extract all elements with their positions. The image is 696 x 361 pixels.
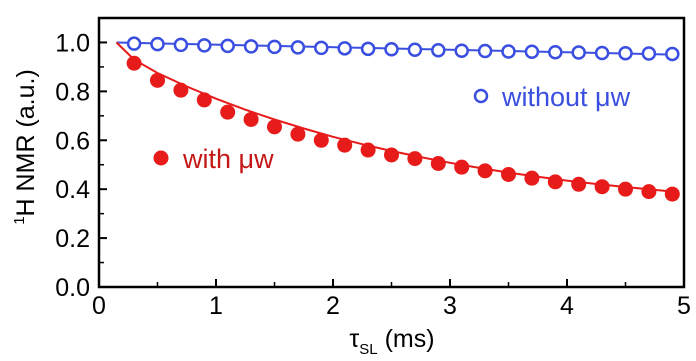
point-with-uw-22 bbox=[641, 184, 657, 200]
x-tick-label-3: 3 bbox=[443, 292, 457, 320]
point-with-uw-1 bbox=[150, 72, 165, 88]
point-with-uw-5 bbox=[243, 111, 259, 127]
data-points bbox=[126, 36, 680, 202]
point-with-uw-17 bbox=[524, 170, 540, 186]
point-without-uw-22 bbox=[641, 46, 657, 61]
x-axis-label-symbol: τ bbox=[349, 325, 359, 353]
legend-marker-without-uw bbox=[473, 88, 489, 104]
point-with-uw-13 bbox=[430, 156, 446, 172]
y-axis-label: 1H NMR (a.u.) bbox=[11, 69, 40, 225]
y-tick-label-4: 0.8 bbox=[55, 78, 90, 106]
y-tick-label-3: 0.6 bbox=[55, 127, 90, 155]
point-without-uw-3 bbox=[197, 38, 212, 53]
legend-label-with-uw: with μw bbox=[182, 144, 274, 174]
legend-label-without-uw: without μw bbox=[501, 82, 631, 112]
point-without-uw-14 bbox=[454, 43, 469, 59]
point-with-uw-2 bbox=[173, 82, 189, 98]
point-with-uw-15 bbox=[477, 163, 493, 179]
point-without-uw-15 bbox=[477, 43, 493, 59]
point-without-uw-7 bbox=[290, 40, 306, 55]
point-without-uw-21 bbox=[618, 45, 633, 61]
x-axis-label: τSL (ms) bbox=[349, 325, 434, 358]
y-axis-label-text: H NMR (a.u.) bbox=[12, 69, 40, 216]
y-tick-label-1: 0.2 bbox=[55, 225, 90, 253]
point-with-uw-23 bbox=[664, 186, 680, 202]
point-without-uw-4 bbox=[220, 38, 235, 54]
point-without-uw-20 bbox=[594, 45, 610, 61]
point-with-uw-12 bbox=[407, 151, 423, 167]
point-without-uw-18 bbox=[548, 44, 563, 60]
point-without-uw-13 bbox=[431, 43, 446, 58]
point-with-uw-14 bbox=[454, 159, 470, 175]
y-tick-label-5: 1.0 bbox=[55, 29, 90, 57]
point-with-uw-20 bbox=[594, 179, 610, 195]
point-without-uw-10 bbox=[360, 41, 376, 57]
point-with-uw-7 bbox=[290, 126, 306, 142]
point-with-uw-19 bbox=[571, 176, 587, 192]
point-with-uw-9 bbox=[337, 137, 353, 153]
point-with-uw-6 bbox=[267, 119, 282, 135]
point-without-uw-9 bbox=[337, 41, 352, 56]
point-with-uw-4 bbox=[220, 104, 236, 120]
x-tick-label-1: 1 bbox=[209, 292, 223, 320]
point-with-uw-21 bbox=[618, 181, 633, 197]
point-with-uw-10 bbox=[360, 142, 376, 158]
point-without-uw-1 bbox=[150, 36, 165, 52]
x-tick-label-0: 0 bbox=[92, 292, 106, 320]
point-with-uw-16 bbox=[501, 167, 516, 183]
x-tick-label-5: 5 bbox=[677, 292, 691, 320]
tick-labels: 0 1 2 3 4 5 0.0 0.2 0.4 0.6 0.8 1.0 bbox=[55, 29, 691, 320]
legend: without μw with μw bbox=[153, 82, 631, 174]
point-with-uw-8 bbox=[313, 132, 329, 148]
point-without-uw-12 bbox=[407, 42, 423, 58]
plot-frame bbox=[97, 16, 686, 289]
point-without-uw-11 bbox=[384, 42, 399, 57]
point-without-uw-6 bbox=[267, 39, 282, 55]
point-without-uw-0 bbox=[126, 36, 142, 51]
point-with-uw-0 bbox=[126, 55, 142, 71]
point-without-uw-8 bbox=[314, 40, 329, 56]
point-with-uw-3 bbox=[196, 92, 212, 108]
point-with-uw-11 bbox=[384, 147, 399, 163]
point-without-uw-2 bbox=[173, 37, 189, 53]
x-tick-label-2: 2 bbox=[326, 292, 340, 320]
point-without-uw-23 bbox=[665, 46, 680, 62]
point-with-uw-18 bbox=[547, 174, 563, 190]
point-without-uw-17 bbox=[524, 44, 540, 59]
x-axis-label-unit: (ms) bbox=[378, 325, 435, 353]
point-without-uw-16 bbox=[501, 44, 516, 59]
x-axis-label-subscript: SL bbox=[359, 341, 377, 358]
point-without-uw-5 bbox=[243, 39, 259, 54]
y-axis-label-superscript: 1 bbox=[11, 216, 28, 224]
x-tick-label-4: 4 bbox=[560, 292, 574, 320]
legend-marker-with-uw bbox=[153, 150, 169, 166]
y-tick-label-2: 0.4 bbox=[55, 176, 90, 204]
y-tick-label-0: 0.0 bbox=[55, 274, 90, 302]
point-without-uw-19 bbox=[571, 45, 586, 60]
